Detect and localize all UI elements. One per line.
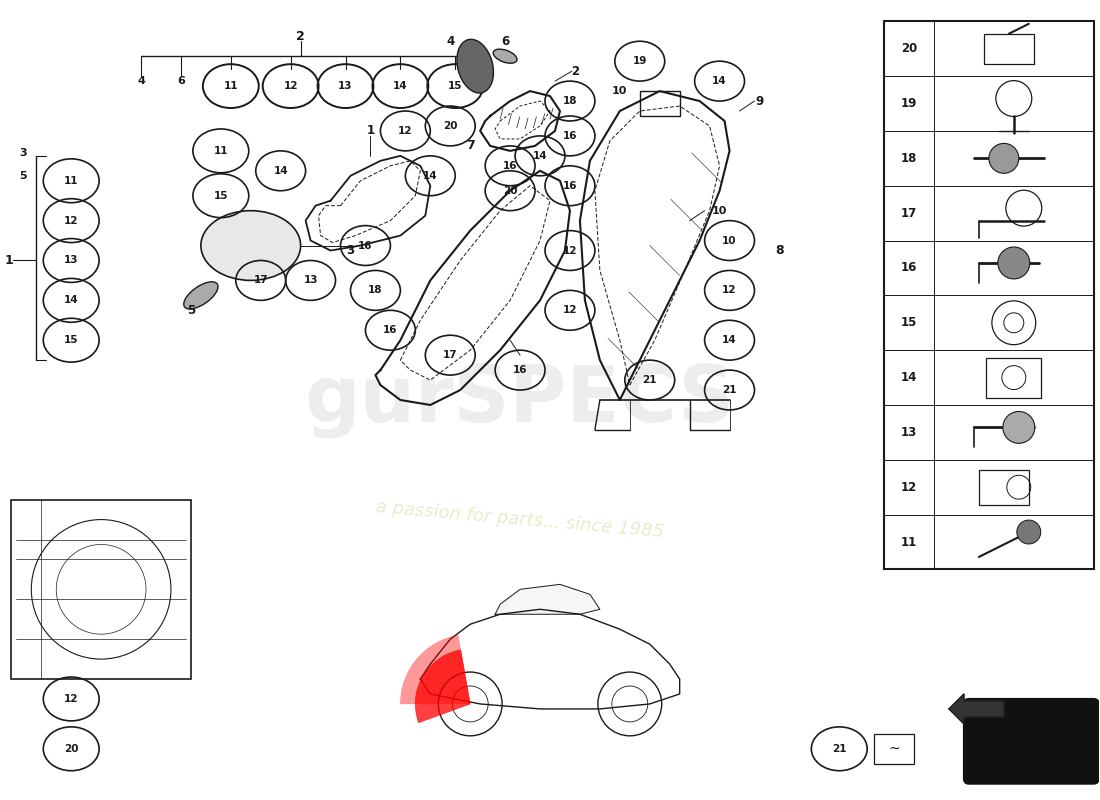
Text: 18: 18 (368, 286, 383, 295)
Text: 11: 11 (64, 176, 78, 186)
Text: 15: 15 (213, 190, 228, 201)
Text: 16: 16 (901, 262, 917, 274)
Text: 15: 15 (448, 81, 462, 91)
Text: 17: 17 (443, 350, 458, 360)
Text: 6: 6 (177, 76, 185, 86)
Text: 14: 14 (393, 81, 408, 91)
Text: 7: 7 (465, 139, 474, 152)
Text: 15: 15 (901, 316, 917, 330)
Text: 16: 16 (563, 181, 578, 190)
Text: 16: 16 (359, 241, 373, 250)
Text: 14: 14 (424, 170, 438, 181)
Text: 18: 18 (901, 152, 917, 165)
Text: 10: 10 (712, 206, 727, 216)
Circle shape (1016, 520, 1041, 544)
Polygon shape (495, 584, 600, 614)
Text: 11: 11 (223, 81, 238, 91)
Text: 4: 4 (447, 34, 454, 48)
Text: gurSPECS: gurSPECS (305, 362, 735, 438)
Text: 17: 17 (901, 206, 917, 220)
Text: 14: 14 (532, 151, 548, 161)
Text: 12: 12 (901, 481, 917, 494)
Text: 20: 20 (503, 186, 517, 196)
Text: 8: 8 (776, 244, 783, 257)
Bar (979, 470, 1028, 505)
Text: 15: 15 (64, 335, 78, 346)
Text: 14: 14 (723, 335, 737, 346)
Text: 18: 18 (563, 96, 578, 106)
Text: 14: 14 (64, 295, 78, 306)
Text: 20: 20 (901, 42, 917, 55)
Text: 19: 19 (632, 56, 647, 66)
Text: 19: 19 (901, 97, 917, 110)
Text: 11: 11 (213, 146, 228, 156)
Ellipse shape (456, 39, 494, 93)
Text: 14: 14 (901, 371, 917, 384)
Text: 13: 13 (64, 255, 78, 266)
Text: 10: 10 (723, 235, 737, 246)
Text: 13: 13 (901, 426, 917, 439)
Bar (884, 22, 1093, 570)
Text: 12: 12 (64, 694, 78, 704)
FancyBboxPatch shape (964, 699, 1099, 784)
Text: 12: 12 (563, 306, 578, 315)
Bar (986, 358, 1041, 398)
Bar (874, 734, 914, 764)
Bar (640, 91, 680, 116)
Text: 6: 6 (500, 34, 509, 48)
Text: 3: 3 (346, 244, 354, 257)
Text: 4: 4 (138, 76, 145, 86)
Text: 2: 2 (296, 30, 305, 42)
Text: 21: 21 (832, 744, 847, 754)
Ellipse shape (493, 49, 517, 63)
Text: 10: 10 (612, 86, 627, 96)
Text: 21: 21 (723, 385, 737, 395)
Text: 20: 20 (64, 744, 78, 754)
Text: 1: 1 (366, 125, 374, 138)
Text: 2: 2 (571, 65, 579, 78)
Text: 821 02: 821 02 (1004, 737, 1057, 751)
Circle shape (1003, 411, 1035, 443)
Text: 12: 12 (284, 81, 298, 91)
Text: 11: 11 (901, 535, 917, 549)
Text: 12: 12 (64, 216, 78, 226)
Ellipse shape (184, 282, 218, 309)
Text: 14: 14 (274, 166, 288, 176)
Ellipse shape (201, 210, 300, 281)
Text: 9: 9 (756, 94, 763, 107)
Text: 16: 16 (513, 365, 527, 375)
Text: 12: 12 (563, 246, 578, 255)
Text: a passion for parts... since 1985: a passion for parts... since 1985 (375, 498, 664, 541)
Bar (983, 34, 1034, 64)
Text: ~: ~ (889, 742, 900, 756)
Wedge shape (416, 650, 470, 722)
Text: 13: 13 (304, 275, 318, 286)
Text: 5: 5 (187, 304, 195, 317)
Text: 16: 16 (503, 161, 517, 171)
Text: 12: 12 (398, 126, 412, 136)
Text: 1: 1 (6, 254, 13, 267)
Circle shape (998, 247, 1030, 279)
Text: 16: 16 (383, 326, 398, 335)
Text: 3: 3 (20, 148, 28, 158)
Text: 14: 14 (713, 76, 727, 86)
Wedge shape (400, 635, 470, 704)
Text: 13: 13 (339, 81, 353, 91)
Text: 5: 5 (20, 170, 28, 181)
Circle shape (989, 143, 1019, 174)
Bar (11, 500, 191, 679)
Text: 17: 17 (253, 275, 268, 286)
Text: 21: 21 (642, 375, 657, 385)
Text: 20: 20 (443, 121, 458, 131)
Text: 16: 16 (563, 131, 578, 141)
Polygon shape (949, 694, 1004, 724)
Text: 12: 12 (723, 286, 737, 295)
